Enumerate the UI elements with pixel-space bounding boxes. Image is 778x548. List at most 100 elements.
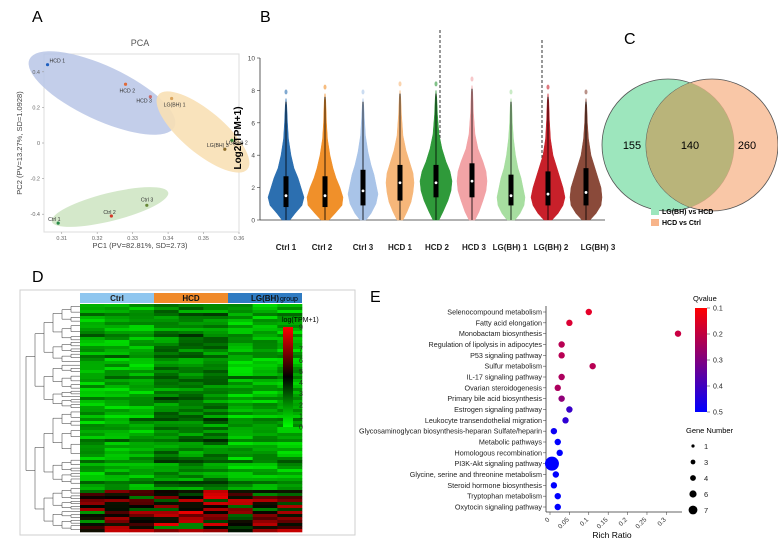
heatmap-cell [252,412,278,416]
panel-c: C 155 140 260 LG(BH) vs HCD HCD vs Ctrl [601,31,778,227]
heatmap-legend-title: log(TPM+1) [282,317,319,324]
heatmap-cell [129,388,155,392]
heatmap-cell [252,439,278,443]
heatmap-cell [178,430,204,434]
heatmap-cell [154,352,179,356]
heatmap-cell [154,466,179,470]
enrich-dot [544,456,559,471]
pca-y-tick-label: 0.4 [32,70,40,76]
heatmap-cell [104,526,130,530]
enrich-dot [558,373,565,381]
pca-x-tick-label: 0.34 [163,236,174,242]
heatmap-cell [154,400,179,404]
heatmap-cell [228,337,253,341]
heatmap-cell [277,319,303,323]
violin-outlier [398,81,402,87]
heatmap-cell [203,346,229,350]
enrich-x-tick-label: 0 [544,516,552,524]
heatmap-cell [154,370,179,374]
heatmap-cell [80,421,105,425]
heatmap-cell [178,319,204,323]
enrich-pathway-label: IL-17 signaling pathway [466,373,542,382]
heatmap-cell [252,517,278,521]
enrich-dot [558,341,565,348]
heatmap-cell [154,337,179,341]
violin-box [322,176,328,208]
heatmap-cell [80,388,105,392]
enrich-pathway-label: Tryptophan metabolism [467,492,542,501]
heatmap-cell [178,379,204,383]
heatmap-cell [104,310,130,314]
heatmap-cell [80,478,105,482]
panel-a-letter: A [32,9,43,26]
panel-d-letter: D [32,269,44,286]
violin-median [434,181,438,185]
heatmap-cell [178,394,204,398]
heatmap-cell [228,376,253,380]
heatmap-cell [154,313,179,317]
heatmap-cell [104,325,130,329]
heatmap-cell [178,475,204,479]
heatmap-cell [80,385,105,389]
heatmap-cell [203,355,229,359]
heatmap-cell [252,454,278,458]
heatmap-cell [252,352,278,356]
heatmap-cell [252,463,278,467]
heatmap-cell [104,472,130,476]
venn-overlap-count: 140 [681,140,699,152]
heatmap-cell [203,403,229,407]
heatmap-cell [104,316,130,320]
heatmap-cell [104,412,130,416]
pca-y-tick-label: -0.4 [31,212,40,218]
heatmap-cell [228,433,253,437]
heatmap-cell [80,493,105,497]
heatmap-cell [104,400,130,404]
heatmap-cell [80,475,105,479]
violin-x-tick-label: Ctrl 2 [312,243,333,252]
pca-point-label: HCD 2 [120,88,136,94]
enrich-pathway-label: Monobactam biosynthesis [459,329,543,338]
heatmap-cell [203,457,229,461]
venn-legend-label-1: LG(BH) vs HCD [662,209,713,216]
heatmap-cell [252,493,278,497]
heatmap-cell [104,463,130,467]
heatmap-cell [228,517,253,521]
heatmap-cell [228,430,253,434]
heatmap-cell [178,328,204,332]
heatmap-cell [154,430,179,434]
heatmap-cell [80,490,105,494]
enrich-pathway-label: P53 signaling pathway [470,351,542,360]
heatmap-cell [178,397,204,401]
heatmap-cell [228,475,253,479]
heatmap-cell [129,412,155,416]
enrich-x-ticks: 0 0.05 0.1 0.15 0.2 0.25 0.3 [544,512,668,530]
heatmap-cell [203,316,229,320]
heatmap-cell [252,487,278,491]
heatmap-cell [252,478,278,482]
heatmap-cell [80,397,105,401]
heatmap-cell [277,517,303,521]
gene-legend-dot [689,490,697,498]
heatmap-cell [178,427,204,431]
enrich-x-tick-label: 0.2 [618,516,630,528]
enrich-pathway-label: Regulation of lipolysis in adipocytes [429,340,543,349]
pca-point [230,138,234,142]
pca-point [109,214,113,218]
heatmap-cell [277,481,303,485]
heatmap-cell [203,505,229,509]
heatmap-cell [129,385,155,389]
enrich-dot [558,395,565,402]
heatmap-cell [154,472,179,476]
heatmap-cell [129,442,155,446]
heatmap-cell [129,499,155,503]
heatmap-cell [228,436,253,440]
heatmap-frame [19,289,356,536]
pca-point-label: LG(BH) 1 [164,103,186,109]
violin-y-ticks: 0 2 4 6 8 10 [248,56,260,225]
heatmap-cell [178,433,204,437]
panel-d: D Ctrl HCD LG(BH) group log(TPM+1) 9 7 6 5 4 3 2… [19,269,356,536]
heatmap-cell [252,508,278,512]
